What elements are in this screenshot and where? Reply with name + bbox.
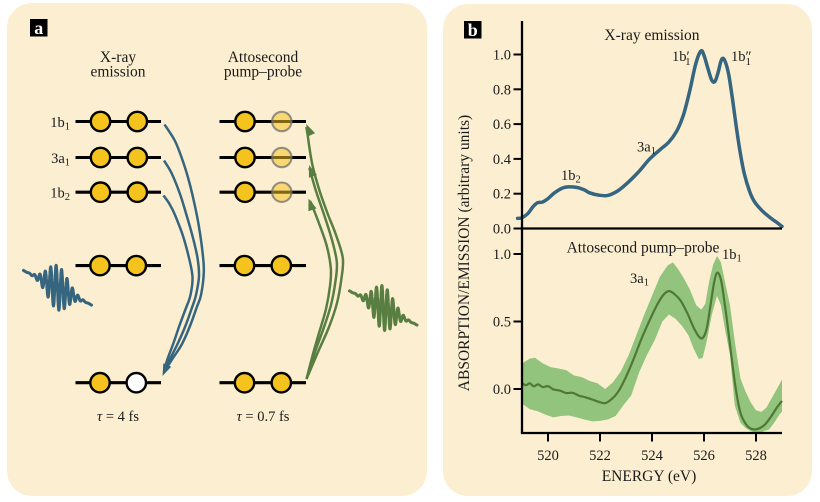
svg-text:τ = 0.7 fs: τ = 0.7 fs	[237, 409, 290, 425]
svg-text:0.0: 0.0	[493, 382, 511, 398]
svg-text:0.5: 0.5	[493, 315, 511, 331]
svg-text:pump–probe: pump–probe	[224, 64, 302, 81]
svg-text:528: 528	[745, 448, 767, 464]
svg-text:Attosecond: Attosecond	[228, 49, 299, 66]
svg-text:0.0: 0.0	[493, 222, 511, 238]
svg-text:ABSORPTION/EMISSION (arbitrary: ABSORPTION/EMISSION (arbitrary units)	[456, 115, 473, 391]
svg-text:ENERGY (eV): ENERGY (eV)	[602, 468, 697, 485]
svg-text:Attosecond pump–probe: Attosecond pump–probe	[567, 240, 720, 257]
svg-text:526: 526	[693, 448, 715, 464]
svg-text:0.6: 0.6	[493, 117, 511, 133]
svg-text:emission: emission	[90, 64, 145, 81]
svg-text:1.0: 1.0	[493, 247, 511, 263]
svg-text:X-ray emission: X-ray emission	[604, 27, 699, 44]
svg-text:0.4: 0.4	[493, 152, 512, 168]
svg-text:522: 522	[589, 448, 611, 464]
svg-text:524: 524	[641, 448, 664, 464]
svg-text:τ = 4 fs: τ = 4 fs	[97, 409, 139, 425]
svg-text:a: a	[34, 18, 43, 38]
svg-text:b: b	[468, 20, 478, 40]
svg-text:1b″1: 1b″1	[731, 49, 752, 68]
svg-text:520: 520	[537, 448, 559, 464]
svg-text:1b′1: 1b′1	[672, 49, 691, 68]
svg-text:1.0: 1.0	[493, 48, 511, 64]
svg-text:X-ray: X-ray	[100, 49, 136, 66]
svg-text:0.8: 0.8	[493, 82, 511, 98]
svg-text:0.2: 0.2	[493, 187, 511, 203]
